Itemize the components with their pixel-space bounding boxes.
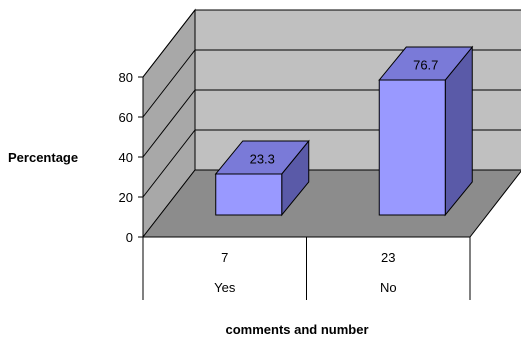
y-tick-label: 20: [119, 190, 133, 205]
x-category-table: 7 Yes 23 No: [142, 237, 471, 300]
bar-data-label: 23.3: [250, 151, 275, 166]
category-label: Yes: [214, 280, 236, 295]
category-label: No: [380, 280, 397, 295]
bar-yes: 23.3: [214, 139, 310, 217]
y-tick-label: 80: [119, 70, 133, 85]
y-tick-label: 40: [119, 150, 133, 165]
y-tick-label: 0: [126, 230, 133, 245]
y-tick-label: 60: [119, 110, 133, 125]
bar-front: [378, 79, 446, 216]
bar-no: 76.7: [378, 45, 474, 217]
category-count-label: 23: [381, 250, 395, 265]
bar-data-label: 76.7: [413, 58, 438, 73]
gridline-side: [142, 89, 196, 158]
gridline-side: [142, 9, 196, 78]
y-tick-labels: 0 20 40 60 80: [119, 70, 133, 245]
gridline-side: [142, 49, 196, 118]
bar-front: [215, 173, 283, 216]
category-count-label: 7: [221, 250, 228, 265]
y-axis-title: Percentage: [8, 150, 78, 165]
bars: 23.3 76.7: [214, 45, 474, 217]
x-axis-title: comments and number: [225, 322, 368, 337]
gridline-side: [142, 129, 196, 198]
